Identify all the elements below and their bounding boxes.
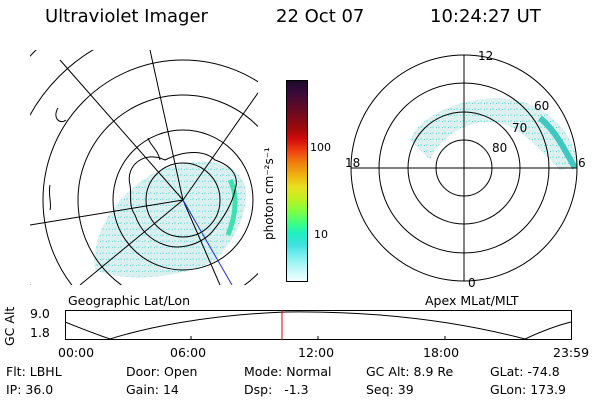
- glat-status: GLat: -74.8: [490, 364, 560, 379]
- geographic-caption: Geographic Lat/Lon: [68, 293, 190, 308]
- colorbar-tick-10: 10: [314, 228, 328, 241]
- apex-caption: Apex MLat/MLT: [425, 293, 519, 308]
- seq-status: Seq: 39: [366, 382, 414, 397]
- altitude-xtick-1: 06:00: [170, 345, 207, 360]
- mlt-label-18: 18: [345, 156, 360, 170]
- geographic-map: [30, 50, 258, 285]
- date-label: 22 Oct 07: [276, 6, 365, 27]
- dsp-status: Dsp: -1.3: [244, 382, 309, 397]
- colorbar: [286, 80, 308, 282]
- door-status: Door: Open: [126, 364, 198, 379]
- altitude-xtick-4: 23:59: [553, 345, 590, 360]
- glon-status: GLon: 173.9: [490, 382, 566, 397]
- gain-status: Gain: 14: [126, 382, 179, 397]
- instrument-title: Ultraviolet Imager: [45, 6, 208, 27]
- time-label: 10:24:27 UT: [430, 6, 541, 27]
- polar-map: 12 18 6 0 60 70 80: [345, 49, 586, 290]
- altitude-ytick-max: 9.0: [30, 306, 50, 321]
- altitude-xtick-3: 18:00: [423, 345, 460, 360]
- altitude-xtick-2: 12:00: [298, 345, 335, 360]
- lat-label-70: 70: [512, 121, 527, 135]
- filter-status: Flt: LBHL: [6, 364, 62, 379]
- mlt-label-0: 0: [468, 276, 476, 290]
- altitude-plot: [65, 310, 572, 340]
- mlt-label-6: 6: [578, 156, 586, 170]
- gc-alt-status: GC Alt: 8.9 Re: [366, 364, 454, 379]
- mlt-label-12: 12: [478, 49, 493, 63]
- colorbar-label: photon cm⁻²s⁻¹: [262, 147, 276, 240]
- altitude-xtick-0: 00:00: [58, 345, 95, 360]
- altitude-ylabel: GC Alt: [2, 306, 17, 346]
- lat-label-60: 60: [534, 99, 549, 113]
- ip-status: IP: 36.0: [6, 382, 54, 397]
- colorbar-tick-100: 100: [310, 141, 331, 154]
- mode-status: Mode: Normal: [244, 364, 332, 379]
- altitude-ytick-min: 1.8: [30, 325, 50, 340]
- lat-label-80: 80: [492, 141, 507, 155]
